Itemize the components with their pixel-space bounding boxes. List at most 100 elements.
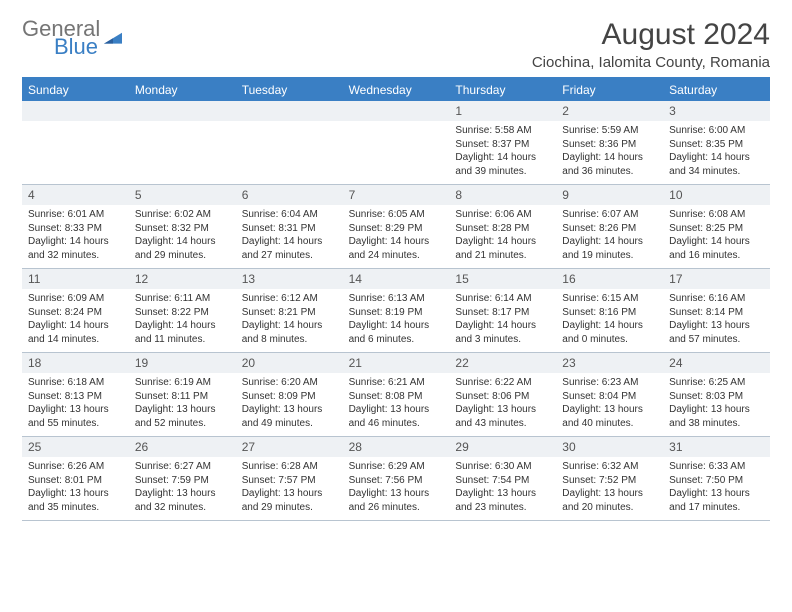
day-cell: Sunrise: 6:25 AMSunset: 8:03 PMDaylight:… (663, 373, 770, 436)
day-cell: Sunrise: 6:29 AMSunset: 7:56 PMDaylight:… (343, 457, 450, 520)
daylight-text: Daylight: 14 hours (349, 319, 444, 333)
daylight-text: Daylight: 14 hours (669, 235, 764, 249)
sunrise-text: Sunrise: 6:02 AM (135, 208, 230, 222)
sunrise-text: Sunrise: 6:20 AM (242, 376, 337, 390)
date-number-row: 45678910 (22, 185, 770, 205)
daylight-text: and 21 minutes. (455, 249, 550, 263)
daylight-text: Daylight: 14 hours (562, 235, 657, 249)
sunset-text: Sunset: 8:09 PM (242, 390, 337, 404)
date-number: 29 (449, 437, 556, 457)
date-number: 12 (129, 269, 236, 289)
sunset-text: Sunset: 8:35 PM (669, 138, 764, 152)
date-number-row: 123 (22, 101, 770, 121)
week-row: Sunrise: 6:18 AMSunset: 8:13 PMDaylight:… (22, 373, 770, 437)
daylight-text: Daylight: 14 hours (242, 235, 337, 249)
daylight-text: Daylight: 13 hours (669, 319, 764, 333)
day-header: Tuesday (236, 79, 343, 101)
sunrise-text: Sunrise: 6:16 AM (669, 292, 764, 306)
date-number: 16 (556, 269, 663, 289)
day-cell: Sunrise: 6:07 AMSunset: 8:26 PMDaylight:… (556, 205, 663, 268)
sunrise-text: Sunrise: 6:15 AM (562, 292, 657, 306)
daylight-text: Daylight: 14 hours (562, 151, 657, 165)
date-number (22, 101, 129, 121)
daylight-text: and 55 minutes. (28, 417, 123, 431)
header: General Blue August 2024 Ciochina, Ialom… (22, 18, 770, 71)
daylight-text: and 3 minutes. (455, 333, 550, 347)
sunset-text: Sunset: 8:24 PM (28, 306, 123, 320)
day-cell: Sunrise: 6:16 AMSunset: 8:14 PMDaylight:… (663, 289, 770, 352)
sunrise-text: Sunrise: 6:09 AM (28, 292, 123, 306)
date-number: 28 (343, 437, 450, 457)
date-number: 1 (449, 101, 556, 121)
brand-logo: General Blue (22, 18, 122, 58)
sunset-text: Sunset: 8:01 PM (28, 474, 123, 488)
sunrise-text: Sunrise: 6:07 AM (562, 208, 657, 222)
sunrise-text: Sunrise: 6:06 AM (455, 208, 550, 222)
sunset-text: Sunset: 8:19 PM (349, 306, 444, 320)
daylight-text: and 19 minutes. (562, 249, 657, 263)
sunrise-text: Sunrise: 6:30 AM (455, 460, 550, 474)
daylight-text: Daylight: 13 hours (562, 403, 657, 417)
date-number: 4 (22, 185, 129, 205)
daylight-text: and 38 minutes. (669, 417, 764, 431)
daylight-text: and 16 minutes. (669, 249, 764, 263)
daylight-text: Daylight: 14 hours (562, 319, 657, 333)
daylight-text: and 8 minutes. (242, 333, 337, 347)
daylight-text: Daylight: 14 hours (28, 319, 123, 333)
sunset-text: Sunset: 8:36 PM (562, 138, 657, 152)
day-cell: Sunrise: 6:06 AMSunset: 8:28 PMDaylight:… (449, 205, 556, 268)
daylight-text: Daylight: 14 hours (242, 319, 337, 333)
daylight-text: Daylight: 14 hours (28, 235, 123, 249)
day-cell-empty (236, 121, 343, 184)
sunrise-text: Sunrise: 6:33 AM (669, 460, 764, 474)
brand-triangle-icon (104, 31, 122, 49)
daylight-text: and 32 minutes. (28, 249, 123, 263)
date-number: 9 (556, 185, 663, 205)
sunset-text: Sunset: 8:13 PM (28, 390, 123, 404)
sunset-text: Sunset: 8:17 PM (455, 306, 550, 320)
sunrise-text: Sunrise: 6:01 AM (28, 208, 123, 222)
sunrise-text: Sunrise: 6:05 AM (349, 208, 444, 222)
sunrise-text: Sunrise: 6:26 AM (28, 460, 123, 474)
date-number: 26 (129, 437, 236, 457)
date-number: 20 (236, 353, 343, 373)
day-cell: Sunrise: 6:12 AMSunset: 8:21 PMDaylight:… (236, 289, 343, 352)
sunset-text: Sunset: 8:14 PM (669, 306, 764, 320)
daylight-text: Daylight: 13 hours (28, 403, 123, 417)
day-cell: Sunrise: 6:30 AMSunset: 7:54 PMDaylight:… (449, 457, 556, 520)
sunrise-text: Sunrise: 6:12 AM (242, 292, 337, 306)
day-header: Monday (129, 79, 236, 101)
month-title: August 2024 (532, 18, 770, 52)
daylight-text: Daylight: 13 hours (135, 403, 230, 417)
day-cell-empty (343, 121, 450, 184)
day-cell: Sunrise: 6:08 AMSunset: 8:25 PMDaylight:… (663, 205, 770, 268)
sunset-text: Sunset: 8:37 PM (455, 138, 550, 152)
sunrise-text: Sunrise: 5:59 AM (562, 124, 657, 138)
sunset-text: Sunset: 8:26 PM (562, 222, 657, 236)
sunrise-text: Sunrise: 6:00 AM (669, 124, 764, 138)
date-number: 31 (663, 437, 770, 457)
sunrise-text: Sunrise: 6:14 AM (455, 292, 550, 306)
daylight-text: Daylight: 14 hours (135, 319, 230, 333)
day-cell: Sunrise: 6:27 AMSunset: 7:59 PMDaylight:… (129, 457, 236, 520)
brand-name-2: Blue (54, 36, 100, 58)
date-number-row: 25262728293031 (22, 437, 770, 457)
daylight-text: Daylight: 13 hours (669, 403, 764, 417)
day-cell: Sunrise: 6:04 AMSunset: 8:31 PMDaylight:… (236, 205, 343, 268)
weeks-container: 123Sunrise: 5:58 AMSunset: 8:37 PMDaylig… (22, 101, 770, 521)
daylight-text: and 46 minutes. (349, 417, 444, 431)
day-cell: Sunrise: 6:02 AMSunset: 8:32 PMDaylight:… (129, 205, 236, 268)
day-cell-empty (129, 121, 236, 184)
sunset-text: Sunset: 7:52 PM (562, 474, 657, 488)
day-cell: Sunrise: 6:28 AMSunset: 7:57 PMDaylight:… (236, 457, 343, 520)
date-number: 27 (236, 437, 343, 457)
sunset-text: Sunset: 7:50 PM (669, 474, 764, 488)
sunset-text: Sunset: 8:33 PM (28, 222, 123, 236)
sunrise-text: Sunrise: 6:21 AM (349, 376, 444, 390)
date-number (236, 101, 343, 121)
date-number: 7 (343, 185, 450, 205)
day-cell: Sunrise: 6:20 AMSunset: 8:09 PMDaylight:… (236, 373, 343, 436)
date-number: 23 (556, 353, 663, 373)
daylight-text: Daylight: 14 hours (349, 235, 444, 249)
date-number: 11 (22, 269, 129, 289)
